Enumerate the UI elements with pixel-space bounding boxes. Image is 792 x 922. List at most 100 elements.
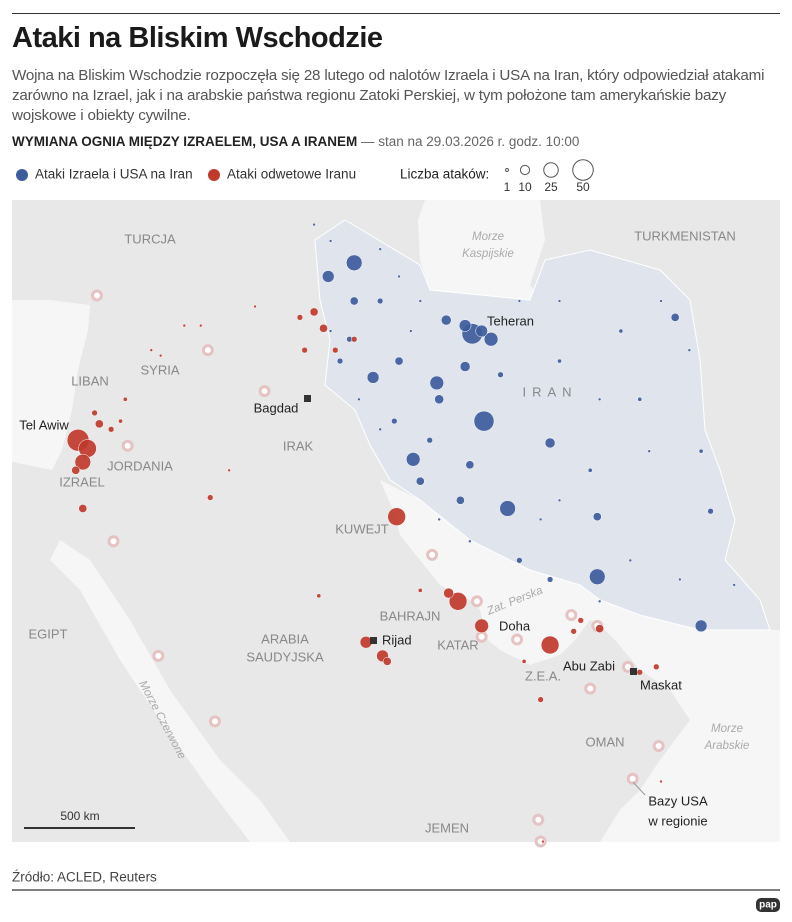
attack-dot	[516, 557, 523, 564]
attack-dot	[301, 347, 308, 354]
us-base	[584, 682, 597, 695]
attack-dot	[351, 336, 358, 343]
country-label: TURCJA	[124, 231, 176, 246]
bases-label: Bazy USA	[648, 793, 708, 808]
attack-dot	[207, 494, 214, 501]
legend-label: Ataki odwetowe Iranu	[227, 167, 356, 182]
gulf	[380, 480, 780, 842]
country-label: LIBAN	[71, 373, 109, 388]
marks	[66, 222, 736, 848]
attack-dot	[443, 587, 454, 599]
attack-dot	[474, 618, 489, 634]
us-base	[511, 633, 524, 646]
attack-dot	[429, 375, 445, 391]
attack-dot	[499, 500, 516, 517]
attack-dot	[465, 460, 475, 470]
attack-dot	[589, 568, 606, 585]
attack-dot	[253, 304, 257, 309]
legend-swatch	[208, 169, 220, 181]
sea-label: Kaspijskie	[462, 248, 514, 260]
country-label: BAHRAJN	[380, 608, 441, 623]
attack-dot	[199, 323, 203, 328]
attack-dot	[475, 324, 488, 338]
city-label: Tel Awiw	[19, 417, 69, 432]
attack-dot	[537, 696, 544, 703]
country-label: SYRIA	[140, 362, 179, 377]
size-legend-circle	[572, 159, 594, 181]
sea-label: Arabskie	[704, 740, 750, 752]
attack-dot	[540, 635, 560, 655]
capital-marker	[370, 637, 377, 644]
city-label: Bagdad	[254, 400, 299, 415]
attack-dot	[597, 397, 602, 401]
attack-dot	[149, 348, 153, 352]
attack-dot	[91, 409, 98, 417]
size-legend-circle	[543, 162, 559, 178]
attack-dot	[459, 361, 471, 372]
attack-dot	[74, 453, 91, 471]
attack-dot	[637, 396, 643, 402]
attack-dot	[366, 371, 380, 384]
sea-label: Morze	[472, 231, 504, 243]
top-rule	[12, 13, 780, 14]
attack-dot	[517, 299, 522, 303]
attack-dot	[397, 274, 401, 279]
attack-dot	[319, 323, 328, 333]
subtitle: Wojna na Bliskim Wschodzie rozpoczęła si…	[12, 67, 765, 124]
us-base	[470, 595, 483, 608]
size-legend-label: 25	[544, 180, 558, 194]
section-note: — stan na 29.03.2026 r. godz. 10:00	[361, 134, 580, 149]
sea-label: Morze	[711, 723, 743, 735]
attack-dot	[378, 427, 382, 432]
attack-dot	[659, 779, 663, 784]
city-label: Abu Zabi	[563, 658, 615, 673]
attack-dot	[382, 657, 392, 666]
us-base	[258, 385, 271, 398]
capital-marker	[304, 395, 311, 402]
attack-dot	[349, 296, 359, 306]
attack-dot	[418, 299, 422, 303]
attack-dot	[409, 329, 413, 333]
city-label: Teheran	[487, 313, 534, 328]
attack-dot	[387, 507, 406, 526]
red-sea	[50, 540, 290, 842]
attack-dot	[694, 619, 708, 633]
attack-dot	[227, 468, 231, 472]
section: WYMIANA OGNIA MIĘDZY IZRAELEM, USA A IRA…	[12, 134, 579, 149]
attack-dot	[332, 347, 339, 354]
us-base	[152, 649, 165, 662]
attack-dot	[394, 356, 404, 366]
attack-dot	[309, 307, 319, 317]
attack-dot	[587, 467, 593, 473]
attack-dot	[557, 498, 562, 502]
country-label: ARABIA	[261, 631, 309, 646]
labels: TURCJA TURKMENISTAN SYRIA LIBAN IRAK JOR…	[19, 228, 749, 835]
bases-pointer	[632, 781, 646, 796]
size-legend-label: 50	[576, 180, 590, 194]
country-label: EGIPT	[28, 626, 67, 641]
city-label: Maskat	[640, 677, 682, 692]
attack-dot	[570, 628, 577, 635]
attack-dot	[312, 222, 316, 227]
attack-dot	[336, 357, 344, 365]
attack-dot	[546, 576, 554, 583]
attack-dot	[107, 426, 115, 433]
attack-dot	[592, 512, 602, 522]
country-label: IZRAEL	[59, 474, 105, 489]
legend: Liczba ataków: Ataki Izraela i USA na Ir…	[16, 159, 594, 194]
scale-label: 500 km	[60, 809, 99, 823]
country-label: JORDANIA	[107, 458, 173, 473]
size-legend-circle	[519, 164, 531, 176]
attack-dot	[377, 297, 384, 305]
attack-dot	[483, 332, 499, 347]
attack-dot	[78, 504, 88, 513]
attack-dot	[732, 583, 736, 587]
attack-dot	[357, 397, 361, 401]
attack-dot	[577, 617, 584, 624]
bases-label: w regionie	[647, 813, 707, 828]
us-base	[121, 439, 134, 452]
attack-dot	[497, 371, 504, 378]
attack-dot	[687, 348, 692, 352]
